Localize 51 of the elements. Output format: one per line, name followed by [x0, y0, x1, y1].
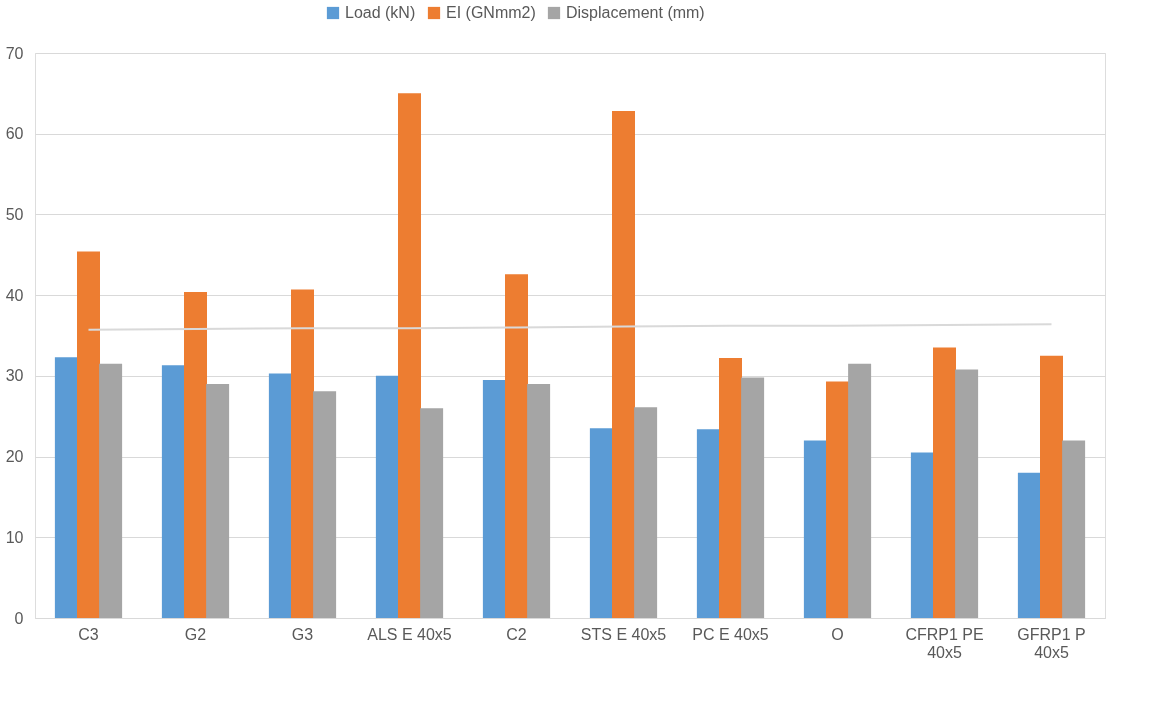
- bar: [910, 452, 934, 618]
- bar: [375, 375, 399, 618]
- x-tick-label: GFRP1 P 40x5: [1017, 625, 1086, 661]
- bar: [848, 363, 872, 618]
- y-tick-label: 30: [5, 367, 24, 385]
- x-tick-label: C2: [506, 625, 527, 643]
- bar: [291, 289, 314, 618]
- y-tick-label: 0: [14, 609, 24, 627]
- bar: [77, 251, 100, 618]
- bar: [803, 440, 827, 618]
- bar: [1017, 472, 1041, 618]
- y-tick-label: 70: [5, 44, 24, 62]
- bar: [826, 381, 849, 618]
- bar: [420, 408, 444, 618]
- x-tick-label: O: [831, 625, 844, 643]
- bar: [527, 383, 551, 618]
- bar: [589, 428, 613, 618]
- bar: [1040, 355, 1063, 618]
- bar: [696, 429, 720, 618]
- y-tick-label: 60: [5, 125, 24, 143]
- y-tick-label: 20: [5, 448, 24, 466]
- bar: [612, 111, 635, 618]
- y-tick-label: 10: [5, 528, 24, 546]
- bar: [719, 358, 742, 618]
- bar: [634, 407, 658, 618]
- legend-label: EI (GNmm2): [446, 4, 536, 21]
- x-tick-label: CFRP1 PE 40x5: [905, 625, 984, 661]
- bar: [482, 379, 506, 618]
- bar: [741, 377, 765, 618]
- x-tick-label: C3: [78, 625, 99, 643]
- y-tick-label: 50: [5, 205, 24, 223]
- bar: [161, 365, 185, 618]
- x-tick-label: G3: [291, 625, 314, 643]
- bar: [955, 369, 979, 618]
- legend-label: Load (kN): [345, 4, 416, 21]
- bar: [505, 274, 528, 618]
- bar: [933, 347, 956, 618]
- bar: [1062, 440, 1086, 618]
- bar: [99, 363, 123, 618]
- bar: [398, 93, 421, 618]
- x-tick-label: PC E 40x5: [692, 625, 769, 643]
- bar: [54, 357, 78, 618]
- x-tick-label: ALS E 40x5: [367, 625, 452, 643]
- legend-label: Displacement (mm): [566, 4, 705, 21]
- x-tick-label: G2: [184, 625, 207, 643]
- bar: [268, 373, 292, 618]
- bar: [206, 383, 230, 618]
- bar: [184, 291, 207, 618]
- bar: [313, 391, 337, 618]
- x-tick-label: STS E 40x5: [580, 625, 667, 643]
- y-tick-label: 40: [5, 286, 24, 304]
